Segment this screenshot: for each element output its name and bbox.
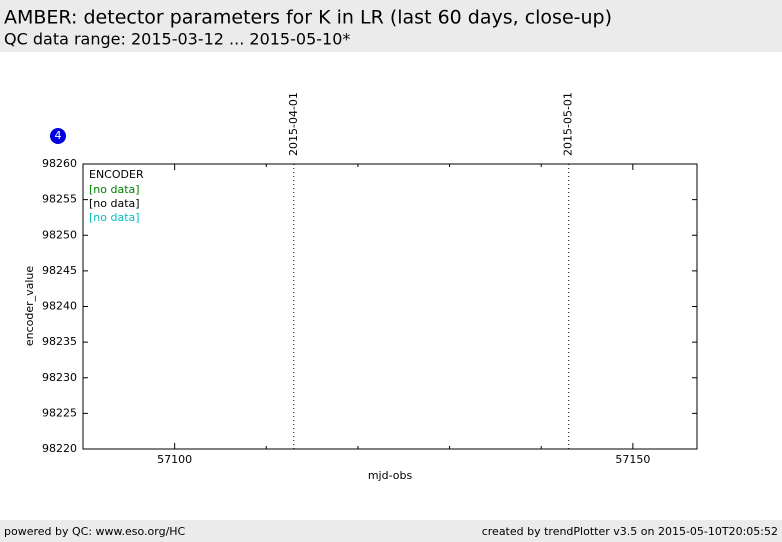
y-tick-label: 98255: [42, 193, 77, 206]
legend-entry: [no data]: [89, 211, 140, 224]
title: AMBER: detector parameters for K in LR (…: [4, 7, 612, 29]
x-axis-label: mjd-obs: [368, 469, 413, 482]
badge-text: 4: [55, 129, 62, 142]
x-tick-label: 57150: [615, 453, 650, 466]
y-tick-label: 98225: [42, 406, 77, 419]
plot-frame: [82, 163, 698, 450]
legend-entry: [no data]: [89, 183, 140, 196]
y-axis-label: encoder_value: [23, 266, 36, 347]
footer-band: [0, 520, 782, 542]
y-tick-label: 98220: [42, 442, 77, 455]
legend-title: ENCODER: [89, 168, 144, 181]
date-label: 2015-04-01: [287, 92, 300, 156]
y-tick-label: 98260: [42, 157, 77, 170]
y-tick-label: 98240: [42, 300, 77, 313]
y-tick-label: 98235: [42, 335, 77, 348]
header-band: [0, 0, 782, 52]
y-tick-label: 98245: [42, 264, 77, 277]
footer-left: powered by QC: www.eso.org/HC: [4, 525, 186, 538]
x-tick-label: 57100: [157, 453, 192, 466]
y-tick-label: 98250: [42, 228, 77, 241]
badge: [50, 128, 66, 144]
date-label: 2015-05-01: [562, 92, 575, 156]
legend-entry: [no data]: [89, 197, 140, 210]
subtitle: QC data range: 2015-03-12 ... 2015-05-10…: [4, 30, 350, 49]
footer-right: created by trendPlotter v3.5 on 2015-05-…: [482, 525, 778, 538]
y-tick-label: 98230: [42, 371, 77, 384]
